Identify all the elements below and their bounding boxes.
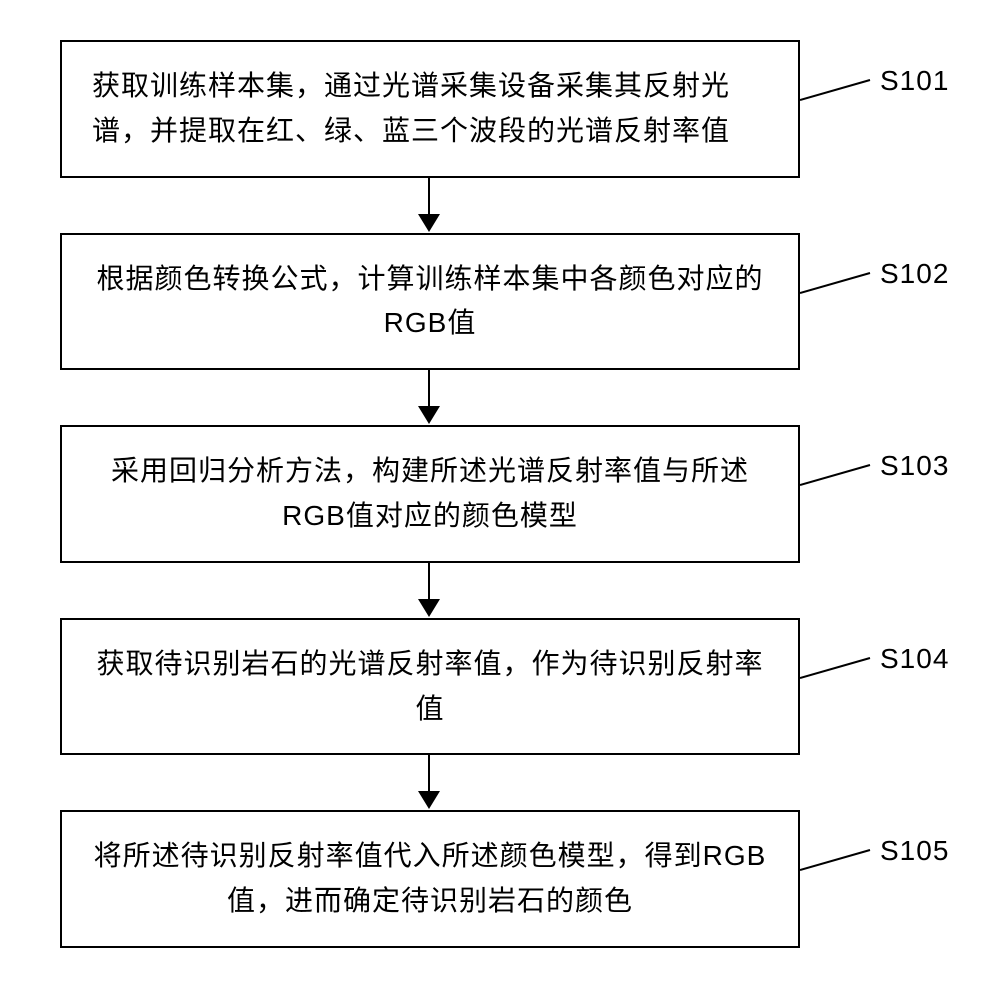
step-box-4: 获取待识别岩石的光谱反射率值，作为待识别反射率值 — [60, 618, 800, 756]
step-row-4: 获取待识别岩石的光谱反射率值，作为待识别反射率值 S104 — [0, 618, 1000, 756]
step-box-3: 采用回归分析方法，构建所述光谱反射率值与所述RGB值对应的颜色模型 — [60, 425, 800, 563]
step-row-1: 获取训练样本集，通过光谱采集设备采集其反射光谱，并提取在红、绿、蓝三个波段的光谱… — [0, 40, 1000, 178]
arrow-1 — [0, 178, 1000, 233]
label-connector-1 — [800, 55, 890, 115]
step-label-1: S101 — [880, 65, 949, 97]
step-label-4: S104 — [880, 643, 949, 675]
arrow-4 — [0, 755, 1000, 810]
step-box-1: 获取训练样本集，通过光谱采集设备采集其反射光谱，并提取在红、绿、蓝三个波段的光谱… — [60, 40, 800, 178]
step-box-2: 根据颜色转换公式，计算训练样本集中各颜色对应的RGB值 — [60, 233, 800, 371]
label-connector-5 — [800, 825, 890, 885]
step-label-2: S102 — [880, 258, 949, 290]
step-text-3: 采用回归分析方法，构建所述光谱反射率值与所述RGB值对应的颜色模型 — [111, 455, 749, 531]
step-row-5: 将所述待识别反射率值代入所述颜色模型，得到RGB值，进而确定待识别岩石的颜色 S… — [0, 810, 1000, 948]
arrow-2 — [0, 370, 1000, 425]
label-connector-2 — [800, 248, 890, 308]
step-row-2: 根据颜色转换公式，计算训练样本集中各颜色对应的RGB值 S102 — [0, 233, 1000, 371]
flowchart-container: 获取训练样本集，通过光谱采集设备采集其反射光谱，并提取在红、绿、蓝三个波段的光谱… — [0, 40, 1000, 948]
arrow-3 — [0, 563, 1000, 618]
step-label-5: S105 — [880, 835, 949, 867]
step-row-3: 采用回归分析方法，构建所述光谱反射率值与所述RGB值对应的颜色模型 S103 — [0, 425, 1000, 563]
step-label-3: S103 — [880, 450, 949, 482]
step-box-5: 将所述待识别反射率值代入所述颜色模型，得到RGB值，进而确定待识别岩石的颜色 — [60, 810, 800, 948]
label-connector-3 — [800, 440, 890, 500]
step-text-1: 获取训练样本集，通过光谱采集设备采集其反射光谱，并提取在红、绿、蓝三个波段的光谱… — [92, 70, 730, 146]
step-text-2: 根据颜色转换公式，计算训练样本集中各颜色对应的RGB值 — [96, 263, 763, 339]
step-text-5: 将所述待识别反射率值代入所述颜色模型，得到RGB值，进而确定待识别岩石的颜色 — [94, 840, 767, 916]
label-connector-4 — [800, 633, 890, 693]
step-text-4: 获取待识别岩石的光谱反射率值，作为待识别反射率值 — [96, 648, 763, 724]
